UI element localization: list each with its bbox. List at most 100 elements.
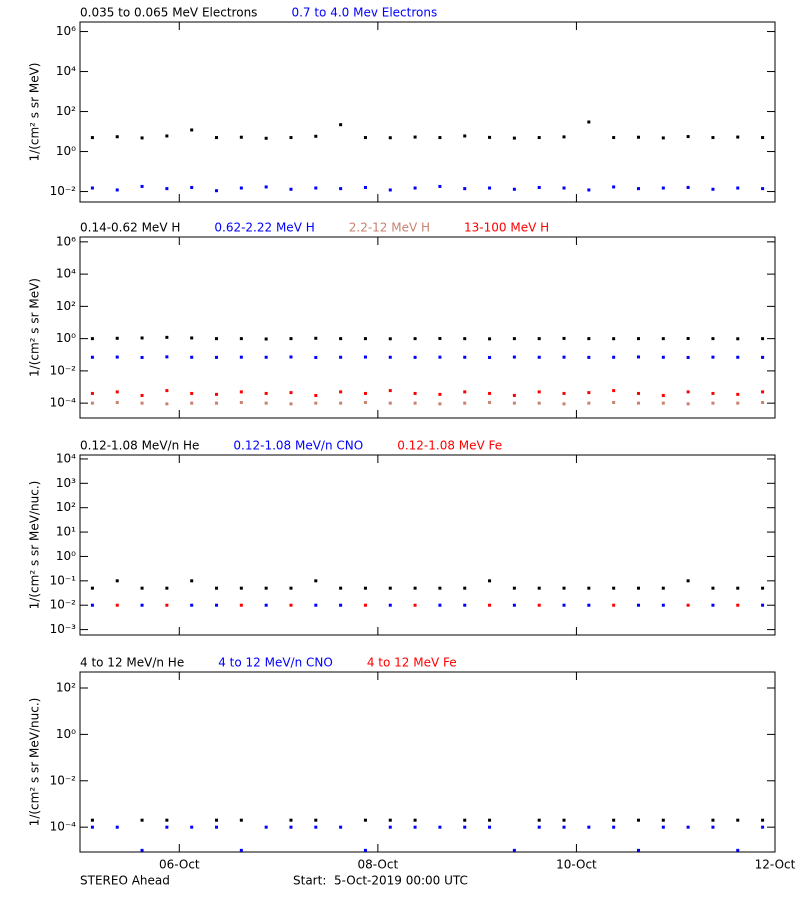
data-point	[90, 818, 94, 822]
data-point	[339, 401, 343, 405]
data-point	[488, 579, 492, 583]
data-point	[761, 825, 765, 829]
data-point	[339, 123, 343, 127]
data-point	[140, 586, 144, 590]
y-tick-label: 10²	[56, 299, 76, 313]
data-point	[363, 603, 367, 607]
data-point	[140, 336, 144, 340]
data-point	[661, 186, 665, 190]
data-point	[215, 401, 219, 405]
data-point	[488, 337, 492, 341]
data-point	[661, 355, 665, 359]
data-point	[761, 586, 765, 590]
data-point	[761, 337, 765, 341]
data-point	[115, 336, 119, 340]
legend-label: 13-100 MeV H	[464, 221, 549, 235]
y-tick-label: 10⁻³	[50, 622, 77, 636]
data-point	[537, 401, 541, 405]
data-point	[488, 391, 492, 395]
data-point	[736, 355, 740, 359]
data-point	[314, 603, 318, 607]
data-point	[165, 335, 169, 339]
plot-frame	[79, 671, 776, 853]
data-point	[537, 818, 541, 822]
data-point	[190, 185, 194, 189]
data-point	[115, 825, 119, 829]
x-tick-label: 12-Oct	[755, 858, 796, 872]
y-tick-label: 10⁻²	[50, 773, 77, 787]
data-point	[388, 401, 392, 405]
data-point	[115, 603, 119, 607]
data-point	[686, 355, 690, 359]
data-point	[736, 848, 740, 852]
data-point	[90, 355, 94, 359]
data-point	[612, 355, 616, 359]
data-point	[587, 355, 591, 359]
data-point	[140, 818, 144, 822]
data-point	[761, 355, 765, 359]
data-point	[612, 389, 616, 393]
data-point	[463, 825, 467, 829]
data-point	[488, 135, 492, 139]
data-point	[711, 603, 715, 607]
data-point	[339, 825, 343, 829]
data-point	[463, 337, 467, 341]
data-point	[264, 391, 268, 395]
y-tick-label: 10²	[56, 104, 76, 118]
data-point	[413, 186, 417, 190]
data-point	[537, 586, 541, 590]
data-point	[90, 391, 94, 395]
data-point	[686, 579, 690, 583]
data-point	[463, 603, 467, 607]
data-point	[736, 586, 740, 590]
data-point	[463, 818, 467, 822]
data-point	[339, 355, 343, 359]
data-point	[463, 401, 467, 405]
data-point	[438, 136, 442, 140]
data-point	[239, 848, 243, 852]
data-point	[562, 391, 566, 395]
data-point	[388, 586, 392, 590]
data-point	[463, 586, 467, 590]
data-point	[190, 825, 194, 829]
y-tick-label: 10⁻²	[50, 363, 77, 377]
data-point	[190, 401, 194, 405]
data-point	[413, 135, 417, 139]
data-point	[463, 390, 467, 394]
data-point	[612, 818, 616, 822]
legend-label: 0.12-1.08 MeV/n He	[80, 439, 199, 453]
data-point	[512, 603, 516, 607]
data-point	[314, 825, 318, 829]
data-point	[215, 392, 219, 396]
data-point	[438, 825, 442, 829]
data-point	[339, 187, 343, 191]
data-point	[686, 402, 690, 406]
data-point	[488, 186, 492, 190]
data-point	[562, 818, 566, 822]
data-point	[215, 825, 219, 829]
data-point	[239, 135, 243, 139]
data-point	[289, 136, 293, 140]
data-point	[215, 355, 219, 359]
data-point	[264, 586, 268, 590]
data-point	[438, 402, 442, 406]
data-point	[165, 818, 169, 822]
data-point	[90, 603, 94, 607]
data-point	[736, 603, 740, 607]
data-point	[363, 185, 367, 189]
data-point	[438, 336, 442, 340]
data-point	[314, 393, 318, 397]
data-point	[165, 586, 169, 590]
data-point	[636, 355, 640, 359]
legend-label: 4 to 12 MeV/n CNO	[218, 656, 333, 670]
footer-spacecraft: STEREO Ahead	[80, 874, 170, 888]
data-point	[190, 355, 194, 359]
y-axis-label: 1/(cm² s sr MeV/nuc.)	[28, 481, 42, 610]
data-point	[289, 603, 293, 607]
data-point	[363, 391, 367, 395]
data-point	[413, 825, 417, 829]
data-point	[537, 136, 541, 140]
data-point	[289, 825, 293, 829]
data-point	[438, 586, 442, 590]
data-point	[140, 136, 144, 140]
